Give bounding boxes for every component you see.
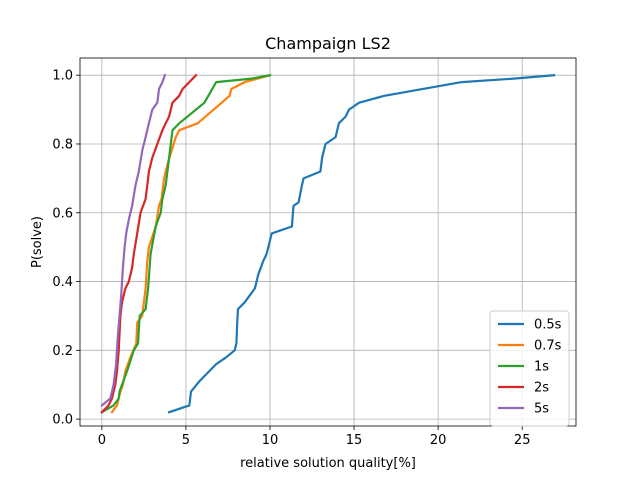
x-tick-label: 25 — [514, 433, 531, 448]
series-line-2s — [100, 73, 198, 414]
x-tick-label: 15 — [346, 433, 363, 448]
y-tick-label: 0.2 — [52, 344, 73, 359]
axis-ticks: 0 5 10 15 20 25 0.0 0.2 0.4 0.6 0.8 1.0 — [52, 69, 530, 448]
x-tick-label: 20 — [430, 433, 447, 448]
x-tick-label: 10 — [262, 433, 279, 448]
series-line-0.5s — [167, 74, 556, 414]
x-tick-label: 0 — [98, 433, 106, 448]
legend-label: 1s — [534, 360, 549, 375]
legend-label: 5s — [534, 402, 549, 417]
chart-title: Champaign LS2 — [265, 34, 391, 53]
plot-frame — [79, 57, 577, 427]
x-tick-label: 5 — [182, 433, 190, 448]
y-tick-label: 0.0 — [52, 413, 73, 428]
y-tick-label: 0.8 — [52, 137, 73, 152]
series-line-1s — [100, 73, 272, 414]
legend-label: 0.7s — [534, 339, 562, 354]
legend-label: 2s — [534, 381, 549, 396]
x-axis-label: relative solution quality[%] — [240, 456, 416, 471]
y-tick-label: 0.4 — [52, 275, 73, 290]
y-tick-label: 0.6 — [52, 206, 73, 221]
legend-box — [489, 310, 570, 427]
legend-label: 0.5s — [534, 318, 562, 333]
legend: 0.5s 0.7s 1s 2s 5s — [489, 310, 570, 427]
y-axis-label: P(solve) — [30, 216, 45, 268]
y-tick-label: 1.0 — [52, 69, 73, 84]
series-line-5s — [100, 73, 167, 407]
series-lines — [100, 73, 556, 414]
